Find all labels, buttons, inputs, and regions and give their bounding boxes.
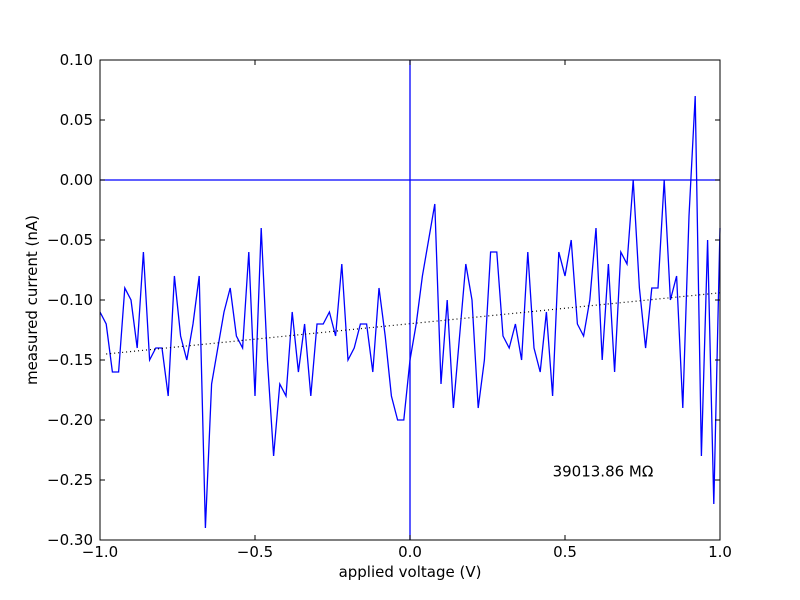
- y-tick-label: 0.10: [60, 51, 93, 69]
- x-axis-ticks: −1.0 −0.5 0.0 0.5 1.0: [82, 60, 732, 561]
- x-tick-label: 1.0: [708, 543, 732, 561]
- x-axis-label: applied voltage (V): [339, 563, 482, 581]
- x-tick-label: 0.0: [398, 543, 422, 561]
- x-tick-label: −1.0: [82, 543, 118, 561]
- x-tick-label: −0.5: [237, 543, 273, 561]
- y-tick-label: −0.05: [47, 231, 93, 249]
- y-axis-ticks: 0.10 0.05 0.00 −0.05 −0.10 −0.15 −0.20 −0.25 −0.…: [47, 51, 720, 549]
- reference-lines: [100, 60, 720, 540]
- y-tick-label: −0.15: [47, 351, 93, 369]
- y-tick-label: 0.05: [60, 111, 93, 129]
- resistance-annotation: 39013.86 MΩ: [553, 462, 654, 480]
- trend-line: [106, 292, 721, 355]
- y-tick-label: 0.00: [60, 171, 93, 189]
- y-tick-label: −0.20: [47, 411, 93, 429]
- y-tick-label: −0.25: [47, 471, 93, 489]
- y-tick-label: −0.10: [47, 291, 93, 309]
- y-axis-label: measured current (nA): [23, 215, 41, 385]
- x-tick-label: 0.5: [553, 543, 577, 561]
- y-tick-label: −0.30: [47, 531, 93, 549]
